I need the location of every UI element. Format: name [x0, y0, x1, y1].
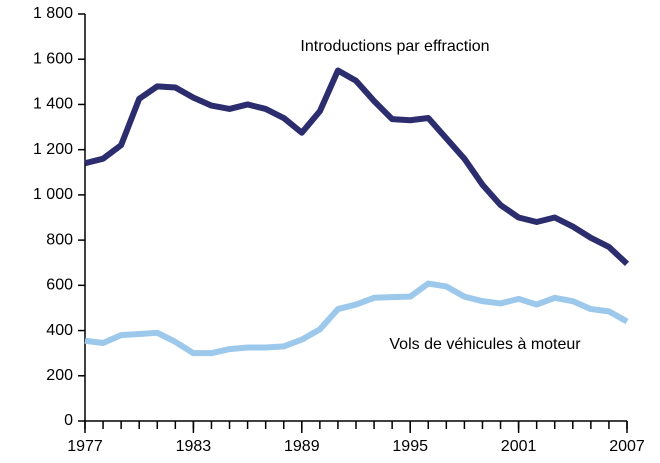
series-label: Vols de véhicules à moteur [389, 336, 581, 353]
y-tick-label: 800 [46, 231, 73, 248]
x-tick-label: 1977 [67, 438, 103, 455]
y-tick-label: 0 [64, 412, 73, 429]
y-tick-label: 1 000 [33, 186, 73, 203]
y-tick-label: 1 200 [33, 141, 73, 158]
x-tick-label: 1995 [392, 438, 428, 455]
x-tick-label: 1989 [284, 438, 320, 455]
y-tick-label: 600 [46, 277, 73, 294]
series-line [84, 280, 629, 357]
y-tick-label: 400 [46, 322, 73, 339]
y-tick-label: 1 400 [33, 96, 73, 113]
x-tick-label: 2001 [501, 438, 537, 455]
x-tick-label: 2007 [609, 438, 645, 455]
x-tick-label: 1983 [176, 438, 212, 455]
y-tick-label: 1 600 [33, 50, 73, 67]
series-line [84, 67, 630, 267]
series-label: Introductions par effraction [300, 38, 489, 55]
y-tick-label: 200 [46, 367, 73, 384]
y-tick-label: 1 800 [33, 5, 73, 22]
